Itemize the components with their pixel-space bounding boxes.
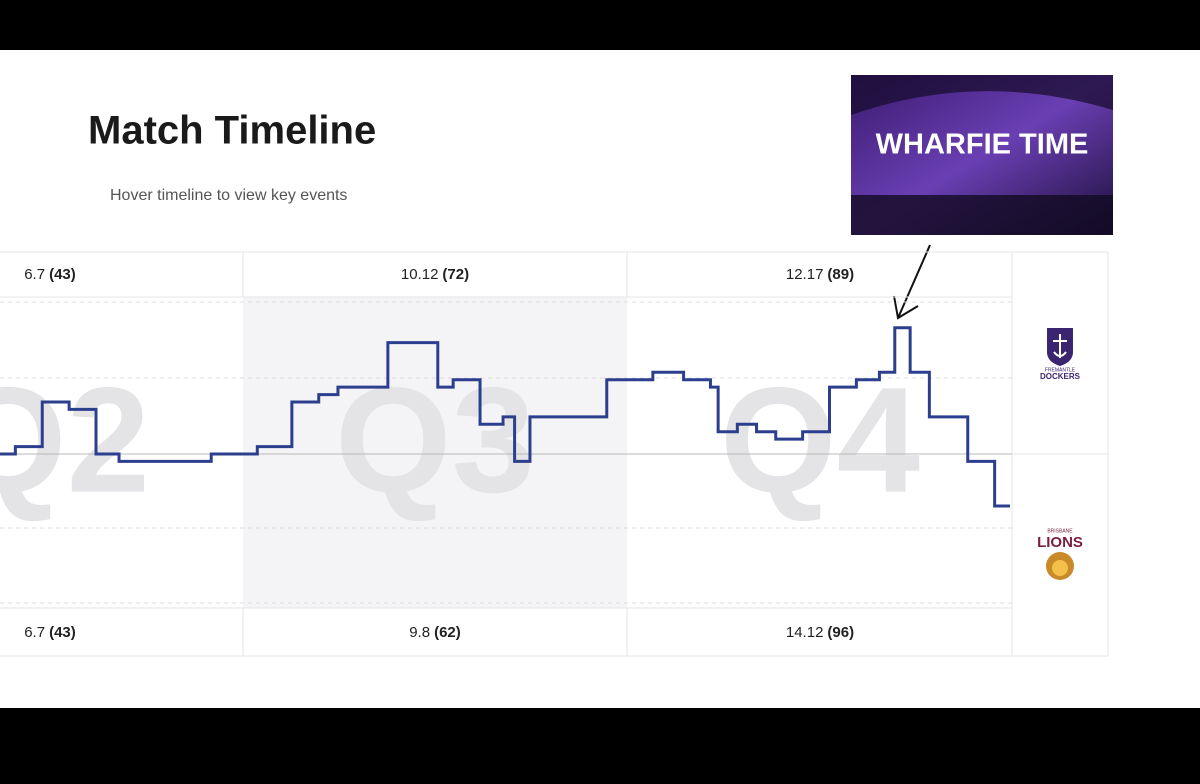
timeline-table (0, 251, 1109, 657)
margin-line (0, 326, 1010, 508)
score-total: (43) (49, 624, 76, 641)
top-bar (0, 0, 1200, 50)
scores: 6.7 (43) 10.12 (72) 12.17 (89)6.7 (43) 9.8 (62) 1… (24, 266, 854, 641)
score: 6.7 (43) (24, 266, 76, 283)
home-logo-text: FREMANTLE (1045, 367, 1076, 373)
image: WHARFIE TIME (851, 75, 1113, 235)
score-goals: 9.8 (409, 624, 430, 641)
score-total: (43) (49, 266, 76, 283)
score: 14.12 (96) (786, 624, 854, 641)
away-logo-text: BRISBANE (1047, 528, 1073, 534)
score-goals: 10.12 (401, 266, 439, 283)
image-caption: WHARFIE TIME (876, 129, 1089, 161)
home-logo-text: DOCKERS (1040, 372, 1081, 381)
quarter-watermark: Q2 (0, 356, 150, 524)
score-goals: 6.7 (24, 624, 45, 641)
score: 10.12 (72) (401, 266, 469, 283)
score-total: (89) (827, 266, 854, 283)
score-goals: 6.7 (24, 266, 45, 283)
quarter-labels: Q2 Q3 Q4 (0, 356, 920, 524)
bottom-bar (0, 708, 1200, 784)
score-total: (72) (442, 266, 469, 283)
score: 12.17 (89) (786, 266, 854, 283)
score: 9.8 (62) (409, 624, 461, 641)
away-logo-text: LIONS (1037, 534, 1083, 551)
quarter-watermark: Q4 (720, 356, 920, 524)
score-total: (62) (434, 624, 461, 641)
home-logo: FREMANTLE DOCKERS (1040, 328, 1081, 381)
score: 6.7 (43) (24, 624, 76, 641)
score-total: (96) (827, 624, 854, 641)
plot (0, 326, 1012, 508)
subtitle: Hover timeline to view key events (110, 187, 347, 204)
quarter-watermark: Q3 (335, 356, 535, 524)
quarter-shade (243, 297, 627, 608)
away-logo: BRISBANE LIONS (1037, 528, 1083, 580)
title: Match Timeline (88, 109, 376, 153)
score-goals: 12.17 (786, 266, 824, 283)
score-goals: 14.12 (786, 624, 824, 641)
arrow (893, 244, 931, 320)
